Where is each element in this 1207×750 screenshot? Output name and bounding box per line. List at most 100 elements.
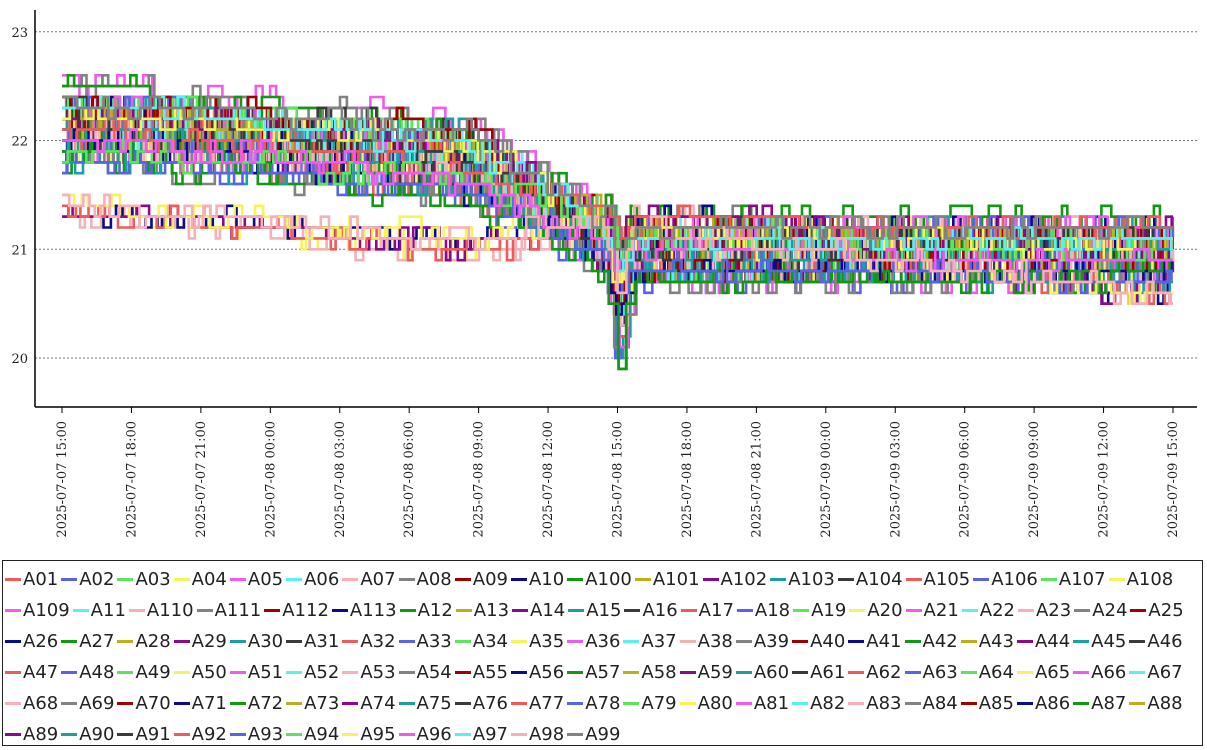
legend-item: A36	[567, 626, 620, 657]
legend-label: A08	[416, 569, 452, 590]
legend-label: A15	[586, 600, 622, 621]
legend-label: A83	[866, 693, 902, 714]
legend-label: A39	[753, 631, 790, 652]
legend-swatch	[567, 733, 584, 736]
legend-swatch	[960, 640, 977, 643]
legend-swatch	[342, 671, 359, 674]
legend-label: A50	[191, 662, 227, 683]
x-tick-label: 2025-07-08 06:00	[402, 421, 417, 538]
legend-item: A26	[5, 626, 58, 657]
legend-swatch	[510, 733, 527, 736]
x-tick-label: 2025-07-07 15:00	[55, 421, 70, 538]
legend-label: A31	[304, 631, 340, 652]
legend-label: A01	[23, 569, 59, 590]
legend-swatch	[960, 702, 977, 705]
legend-label: A104	[855, 569, 903, 590]
legend-label: A16	[642, 600, 678, 621]
legend-item: A43	[960, 626, 1014, 657]
legend-label: A84	[922, 693, 958, 714]
legend-item: A70	[117, 688, 171, 719]
legend-item: A83	[848, 688, 902, 719]
legend-swatch	[399, 609, 416, 612]
legend-item: A46	[1129, 626, 1183, 657]
legend-label: A20	[867, 600, 903, 621]
legend-item: A05	[229, 564, 283, 595]
legend-label: A80	[697, 693, 733, 714]
legend-label: A42	[922, 631, 958, 652]
legend-item: A61	[792, 657, 845, 688]
legend-swatch	[680, 609, 697, 612]
legend-item: A18	[736, 595, 790, 626]
legend-item: A65	[1016, 657, 1070, 688]
legend-swatch	[567, 640, 584, 643]
legend-swatch	[454, 640, 471, 643]
legend-label: A38	[697, 631, 733, 652]
legend-swatch	[837, 578, 854, 581]
legend-swatch	[454, 578, 471, 581]
legend-item: A48	[61, 657, 114, 688]
legend-swatch	[398, 702, 415, 705]
legend-swatch	[510, 640, 527, 643]
legend-item: A24	[1074, 595, 1127, 626]
legend-item: A21	[905, 595, 959, 626]
legend-label: A07	[360, 569, 396, 590]
legend-label: A47	[23, 662, 59, 683]
legend-item: A93	[229, 719, 283, 750]
legend-label: A11	[90, 600, 126, 621]
legend-swatch	[735, 671, 752, 674]
legend-item: A78	[567, 688, 620, 719]
legend-item: A53	[342, 657, 396, 688]
legend-swatch	[398, 640, 415, 643]
series-line-a87	[62, 139, 1173, 371]
legend-swatch	[454, 733, 471, 736]
legend-item: A103	[770, 564, 835, 595]
legend-label: A49	[135, 662, 171, 683]
legend-swatch	[1073, 640, 1090, 643]
y-tick-label: 22	[11, 135, 28, 150]
legend-item: A01	[5, 564, 58, 595]
legend-item: A22	[961, 595, 1015, 626]
legend-item: A32	[342, 626, 396, 657]
legend-swatch	[117, 733, 134, 736]
legend-label: A57	[585, 662, 621, 683]
legend-label: A109	[23, 600, 70, 621]
legend-item: A10	[510, 564, 564, 595]
legend-label: A21	[923, 600, 959, 621]
legend-swatch	[634, 578, 651, 581]
legend-swatch	[173, 640, 190, 643]
legend-item: A112	[264, 595, 329, 626]
x-tick-label: 2025-07-09 09:00	[1027, 421, 1042, 538]
legend-item: A85	[960, 688, 1014, 719]
legend-swatch	[61, 640, 78, 643]
legend-swatch	[848, 671, 865, 674]
legend-swatch	[173, 671, 190, 674]
legend-swatch	[568, 609, 585, 612]
legend-label: A66	[1091, 662, 1127, 683]
legend-label: A45	[1091, 631, 1127, 652]
legend-label: A91	[135, 724, 171, 745]
legend-label: A78	[585, 693, 621, 714]
legend-item: A35	[510, 626, 564, 657]
legend-swatch	[173, 578, 190, 581]
legend-swatch	[1129, 671, 1146, 674]
legend-swatch	[229, 578, 246, 581]
legend-swatch	[793, 609, 810, 612]
x-tick-label: 2025-07-07 18:00	[124, 421, 139, 538]
legend-item: A87	[1073, 688, 1126, 719]
legend-swatch	[5, 671, 21, 674]
legend-item: A58	[623, 657, 677, 688]
legend-label: A41	[866, 631, 902, 652]
legend-item: A39	[735, 626, 790, 657]
legend-item: A13	[455, 595, 509, 626]
legend-item: A31	[286, 626, 339, 657]
legend-item: A64	[960, 657, 1014, 688]
legend-item: A79	[623, 688, 677, 719]
legend-label: A96	[416, 724, 452, 745]
line-chart: 20 21 22 23 2025-07-07 15:00 2025-07-07 18:0…	[11, 10, 1197, 538]
legend-label: A48	[79, 662, 115, 683]
y-tick-labels: 20 21 22 23	[11, 26, 28, 367]
legend-item: A55	[454, 657, 508, 688]
legend-label: A04	[191, 569, 227, 590]
legend-swatch	[61, 733, 78, 736]
legend-swatch	[5, 578, 21, 581]
